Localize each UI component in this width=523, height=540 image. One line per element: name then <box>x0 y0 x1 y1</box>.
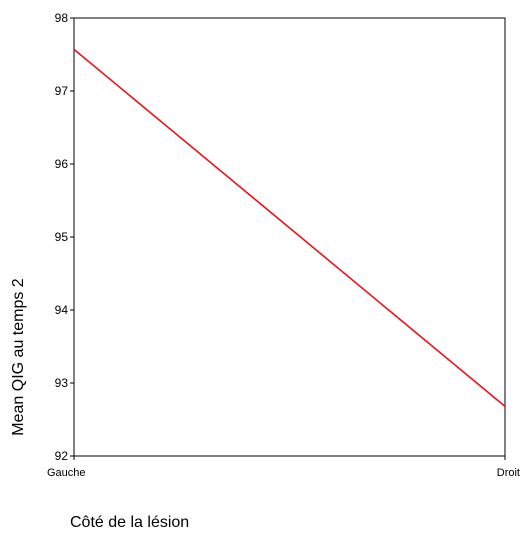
y-tick-label: 98 <box>55 11 69 25</box>
y-tick-label: 93 <box>55 376 69 390</box>
y-axis-title: Mean QIG au temps 2 <box>10 278 27 436</box>
series-line <box>73 48 506 407</box>
x-tick-label: Droit <box>497 467 520 479</box>
y-axis: 92 93 94 95 96 97 98 <box>55 11 74 463</box>
y-tick-label: 96 <box>55 157 69 171</box>
y-tick-label: 94 <box>55 303 69 317</box>
x-axis: Gauche Droit <box>47 456 520 479</box>
y-tick-label: 95 <box>55 230 69 244</box>
y-tick-label: 97 <box>55 84 69 98</box>
series-layer <box>73 48 506 407</box>
y-tick-label: 92 <box>55 449 69 463</box>
x-axis-title: Côté de la lésion <box>70 514 189 531</box>
plot-area-frame <box>73 17 506 457</box>
x-tick-label: Gauche <box>47 467 86 479</box>
